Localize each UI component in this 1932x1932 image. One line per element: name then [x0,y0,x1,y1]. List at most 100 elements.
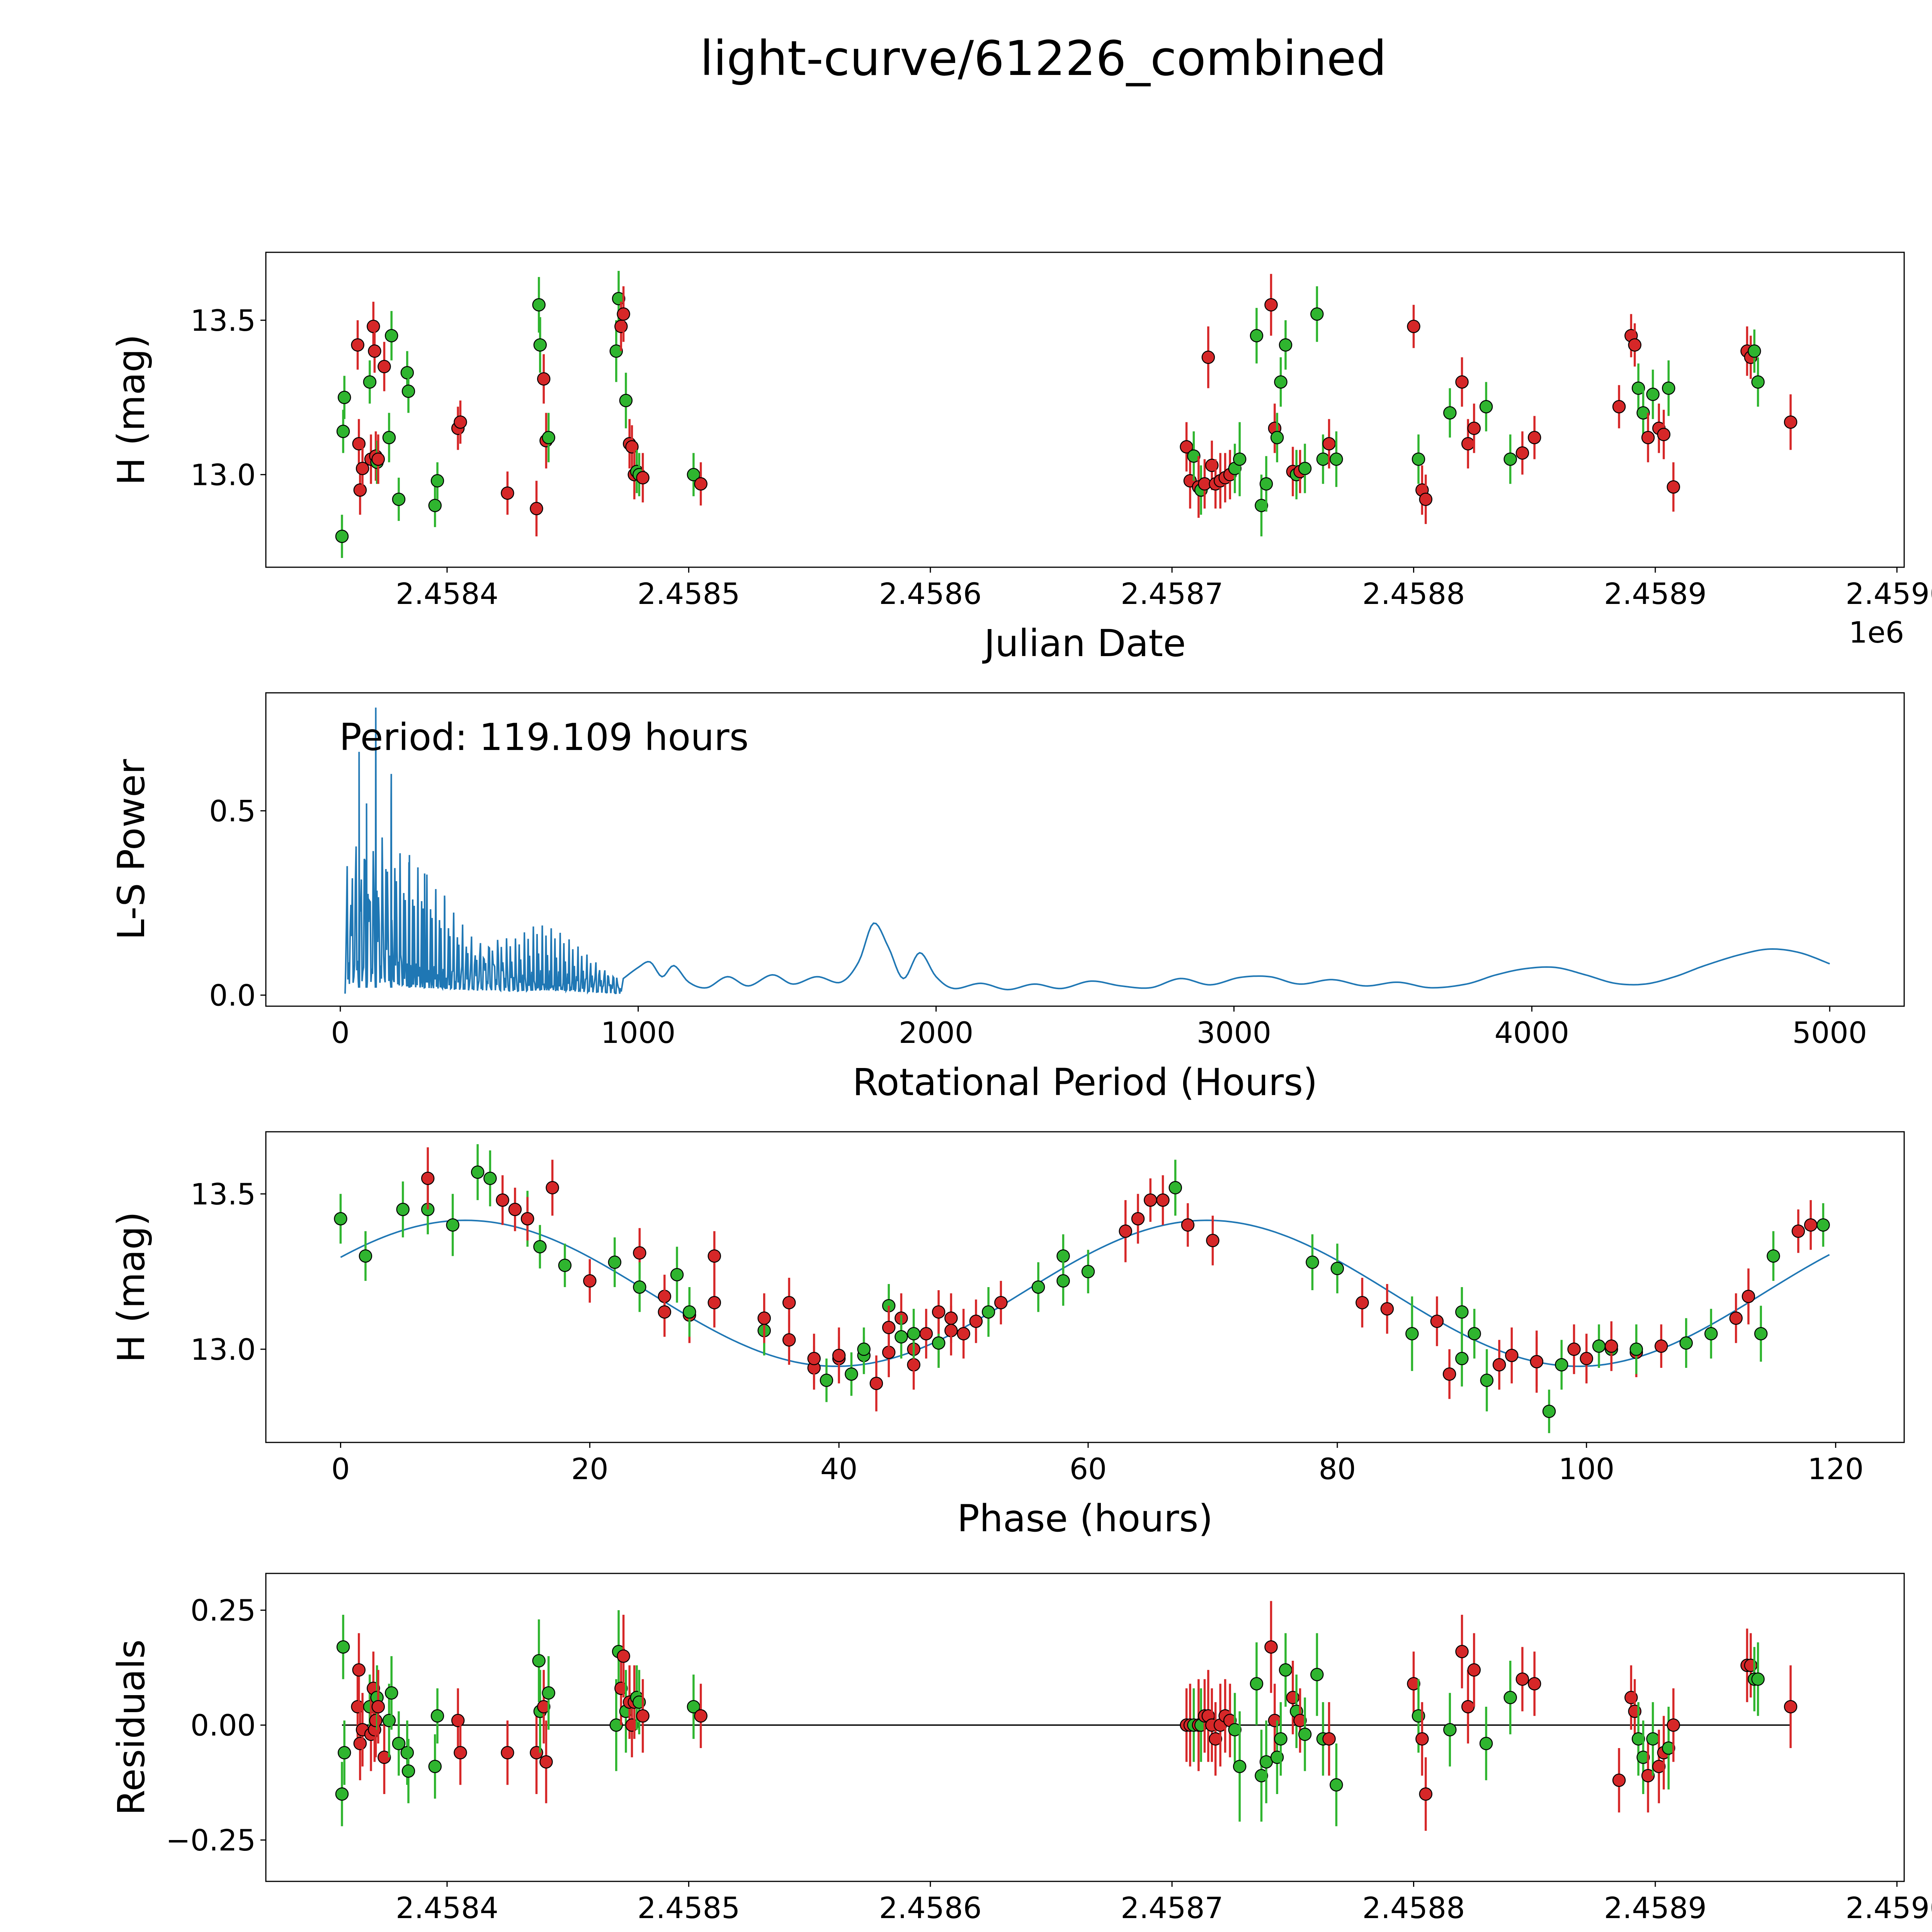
x-axis-label: Julian Date [982,622,1186,665]
data-point [1612,1774,1626,1787]
x-tick-label: 2.4589 [1604,1891,1707,1925]
x-tick-label: 2.4587 [1121,577,1223,611]
x-tick-label: 2.4586 [879,1891,982,1925]
data-point [1580,1352,1594,1366]
data-point [1293,1714,1307,1727]
data-point [694,1709,707,1723]
x-tick-label: 1000 [601,1015,675,1050]
data-point [1168,1181,1182,1194]
y-tick-label: 0.5 [209,794,256,828]
data-point [1455,1305,1469,1319]
data-point [1641,431,1655,444]
x-tick-label: 100 [1558,1452,1614,1486]
data-point [1233,1760,1247,1773]
data-point [1310,307,1324,321]
data-point [334,1212,347,1226]
data-point [1144,1193,1157,1207]
data-point [757,1311,771,1325]
x-tick-label: 2.4585 [637,577,740,611]
y-axis-label: H (mag) [110,1212,153,1363]
data-point [337,1746,351,1760]
data-point [1228,1723,1242,1736]
data-point [1419,1787,1433,1801]
data-point [396,1202,410,1216]
x-tick-label: 0 [331,1452,350,1486]
x-tick-label: 4000 [1495,1015,1569,1050]
y-axis-label: Residuals [110,1639,153,1815]
data-point [363,375,377,389]
x-tick-label: 2.4590 [1845,1891,1932,1925]
data-point [981,1305,995,1319]
periodogram-line [344,707,1830,995]
data-point [1322,1732,1336,1746]
data-point [1479,400,1493,413]
axis-offset-label: 1e6 [1849,1929,1904,1932]
data-point [355,462,369,475]
axes-frame [265,1573,1905,1882]
x-tick-label: 0 [331,1015,350,1050]
data-point [501,486,514,500]
data-point [907,1327,920,1340]
data-point [1443,406,1457,420]
period-annotation: Period: 119.109 hours [339,716,749,759]
data-point [619,394,633,407]
data-point [1631,381,1645,395]
data-point [533,1240,547,1253]
data-point [367,320,380,333]
data-point [1641,1769,1655,1782]
data-point [1268,1714,1282,1727]
data-point [832,1349,846,1362]
data-point [392,492,406,506]
data-point [919,1327,933,1340]
y-axis-label: H (mag) [110,334,153,485]
data-point [1455,1352,1469,1366]
axes-frame [265,692,1905,1007]
data-point [782,1333,796,1347]
data-point [1704,1327,1718,1340]
y-tick-label: 0.25 [190,1593,256,1628]
data-point [353,483,367,497]
data-point [687,468,701,481]
data-point [1784,415,1798,429]
data-point [1405,1327,1419,1340]
data-point [1443,1723,1457,1736]
data-point [1754,1327,1768,1340]
data-point [969,1315,983,1328]
x-tick-label: 2000 [899,1015,973,1050]
data-point [1467,1663,1481,1677]
data-point [1503,1690,1517,1704]
data-point [392,1736,406,1750]
data-point [1662,381,1675,395]
data-point [378,360,391,373]
data-point [1407,1677,1420,1690]
data-point [1816,1218,1830,1232]
x-tick-label: 2.4590 [1845,577,1932,611]
data-point [1310,1668,1324,1681]
data-point [857,1342,871,1356]
data-point [1081,1265,1095,1279]
data-point [633,1280,646,1294]
data-point [1056,1274,1070,1288]
data-point [384,1686,398,1700]
data-point [1415,1732,1429,1746]
data-point [1629,1342,1643,1356]
data-point [1209,1732,1222,1746]
data-point [1636,406,1650,420]
data-point [533,338,547,352]
x-tick-label: 2.4587 [1121,1891,1223,1925]
y-tick-label: 13.0 [190,457,256,492]
data-point [1279,1663,1293,1677]
axes-frame [265,1131,1905,1443]
data-point [1180,440,1193,454]
data-point [1279,338,1293,352]
data-point [1255,1769,1268,1782]
data-point [1407,320,1420,333]
data-point [371,1700,385,1714]
data-point [1784,1700,1798,1714]
data-point [1380,1302,1394,1316]
data-point [845,1367,858,1381]
data-point [428,498,442,512]
data-point [636,1709,650,1723]
data-point [532,1654,546,1668]
